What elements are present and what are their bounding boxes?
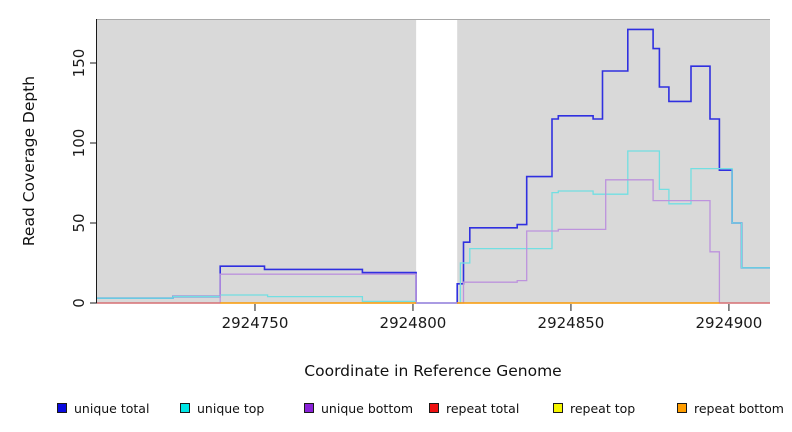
legend-label-unique-bottom: unique bottom (321, 400, 414, 416)
x-axis-title: Coordinate in Reference Genome (304, 362, 562, 380)
legend-swatch-repeat-top-icon (553, 403, 563, 413)
svg-text:2924900: 2924900 (696, 314, 763, 332)
legend-swatch-unique-top-icon (180, 403, 190, 413)
coverage-plot-canvas: 0 50 100 150 2924750 2924800 2924850 2924900 (70, 19, 770, 332)
legend-item-unique-total: unique total (57, 399, 149, 417)
legend-item-unique-top: unique top (180, 399, 264, 417)
legend-label-repeat-top: repeat top (570, 400, 636, 416)
svg-text:0: 0 (70, 298, 88, 308)
svg-text:2924750: 2924750 (222, 314, 289, 332)
legend-item-unique-bottom: unique bottom (304, 399, 413, 417)
legend-label-repeat-total: repeat total (446, 400, 520, 416)
svg-text:100: 100 (70, 129, 88, 158)
legend-item-repeat-bottom: repeat bottom (677, 399, 784, 417)
legend-swatch-repeat-bottom-icon (677, 403, 687, 413)
legend-swatch-repeat-total-icon (429, 403, 439, 413)
legend-item-repeat-total: repeat total (429, 399, 519, 417)
legend-label-unique-total: unique total (74, 400, 150, 416)
svg-text:50: 50 (70, 213, 88, 232)
svg-text:150: 150 (70, 49, 88, 78)
legend-swatch-unique-bottom-icon (304, 403, 314, 413)
legend-label-unique-top: unique top (197, 400, 265, 416)
y-axis-title: Read Coverage Depth (20, 75, 38, 247)
legend: unique total unique top unique bottom re… (0, 399, 792, 419)
legend-label-repeat-bottom: repeat bottom (694, 400, 784, 416)
svg-text:2924850: 2924850 (538, 314, 605, 332)
legend-item-repeat-top: repeat top (553, 399, 635, 417)
legend-swatch-unique-total-icon (57, 403, 67, 413)
svg-text:2924800: 2924800 (380, 314, 447, 332)
